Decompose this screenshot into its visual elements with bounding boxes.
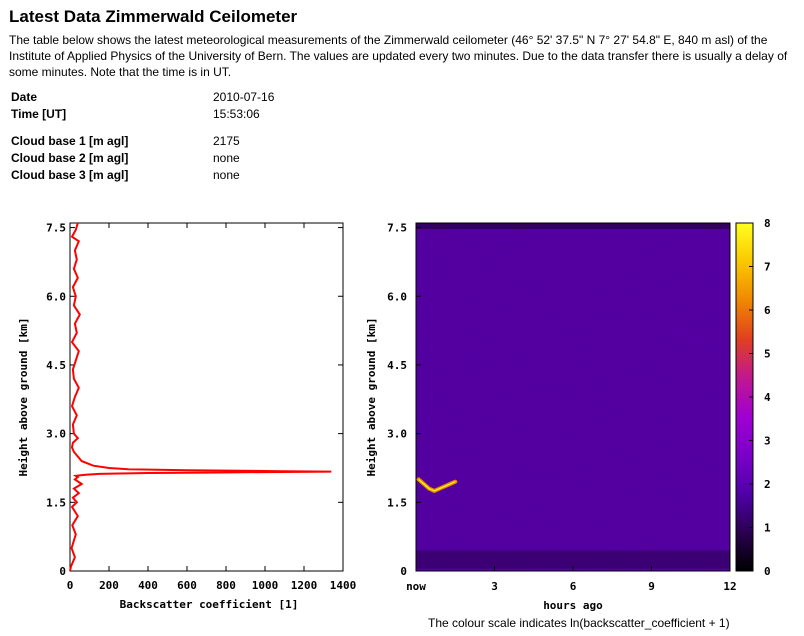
heatmap-y-tick-label: 4.5 xyxy=(387,359,407,372)
profile-y-axis-label: Height above ground [km] xyxy=(17,318,30,477)
profile-chart: 0 200 400 600 800 1000 1200 1400 0 1.5 3.0 4.5 6.0 7.… xyxy=(17,222,357,611)
colorbar xyxy=(735,222,754,572)
heatmap-plot-frame xyxy=(415,222,731,572)
heatmap-texture xyxy=(416,223,730,571)
measurement-label: Cloud base 3 [m agl] xyxy=(11,168,129,182)
colorbar-tick-label: 8 xyxy=(764,217,771,230)
profile-x-tick-label: 400 xyxy=(138,579,158,592)
profile-x-tick-label: 600 xyxy=(177,579,197,592)
profile-x-tick-label: 200 xyxy=(99,579,119,592)
profile-y-tick-label: 1.5 xyxy=(46,496,66,509)
heatmap-x-tick-label: 9 xyxy=(648,580,655,593)
measurement-label: Date xyxy=(11,90,38,104)
measurement-value: none xyxy=(213,151,240,165)
colorbar-tick-label: 2 xyxy=(764,478,771,491)
profile-y-tick-label: 0 xyxy=(59,565,66,578)
heatmap-cloud-core xyxy=(418,478,456,492)
heatmap-y-tick-label: 6.0 xyxy=(387,290,407,303)
measurement-label: Cloud base 2 [m agl] xyxy=(11,151,129,165)
profile-x-tick-label: 1200 xyxy=(291,579,318,592)
heatmap-x-tick-label: now xyxy=(406,580,426,593)
measurement-value: 2010-07-16 xyxy=(213,90,275,104)
profile-x-tick-label: 0 xyxy=(67,579,74,592)
heatmap-cloud-feature xyxy=(416,477,458,494)
heatmap-y-tick-label: 7.5 xyxy=(387,222,407,235)
heatmap-x-axis-label: hours ago xyxy=(543,599,603,612)
colour-scale-caption: The colour scale indicates ln(backscatte… xyxy=(428,616,730,630)
profile-y-tick-label: 6.0 xyxy=(46,290,66,303)
heatmap-background xyxy=(416,223,730,571)
colorbar-tick-label: 0 xyxy=(764,565,771,578)
profile-y-tick-label: 7.5 xyxy=(46,222,66,235)
measurement-label: Cloud base 1 [m agl] xyxy=(11,134,129,148)
profile-plot-frame xyxy=(69,222,344,572)
colorbar-tick-label: 6 xyxy=(764,304,771,317)
heatmap-x-tick-label: 3 xyxy=(491,580,498,593)
measurement-label: Time [UT] xyxy=(11,107,67,121)
measurement-value: 2175 xyxy=(213,134,240,148)
heatmap-y-tick-label: 0 xyxy=(400,565,407,578)
heatmap-y-tick-label: 1.5 xyxy=(387,496,407,509)
heatmap-x-tick-label: 12 xyxy=(723,580,736,593)
profile-x-tick-label: 1000 xyxy=(252,579,279,592)
intro-text: The table below shows the latest meteoro… xyxy=(9,33,788,79)
colorbar-tick-label: 4 xyxy=(764,391,771,404)
measurement-value: 15:53:06 xyxy=(213,107,260,121)
profile-y-tick-label: 3.0 xyxy=(46,428,66,441)
heatmap-top-band xyxy=(416,223,730,229)
measurement-value: none xyxy=(213,168,240,182)
profile-series-line xyxy=(69,222,332,572)
profile-y-tick-label: 4.5 xyxy=(46,359,66,372)
colorbar-tick-label: 3 xyxy=(764,435,771,448)
profile-x-tick-label: 800 xyxy=(216,579,236,592)
heatmap-y-tick-label: 3.0 xyxy=(387,428,407,441)
profile-x-axis-label: Backscatter coefficient [1] xyxy=(120,598,299,611)
colorbar-tick-label: 1 xyxy=(764,522,771,535)
colorbar-tick-label: 5 xyxy=(764,348,771,361)
profile-x-tick-label: 1400 xyxy=(330,579,357,592)
heatmap-y-axis-label: Height above ground [km] xyxy=(365,318,378,477)
page-title: Latest Data Zimmerwald Ceilometer xyxy=(9,7,298,26)
heatmap-x-tick-label: 6 xyxy=(570,580,577,593)
heatmap-ground-band xyxy=(416,550,730,569)
colorbar-tick-label: 7 xyxy=(764,261,771,274)
